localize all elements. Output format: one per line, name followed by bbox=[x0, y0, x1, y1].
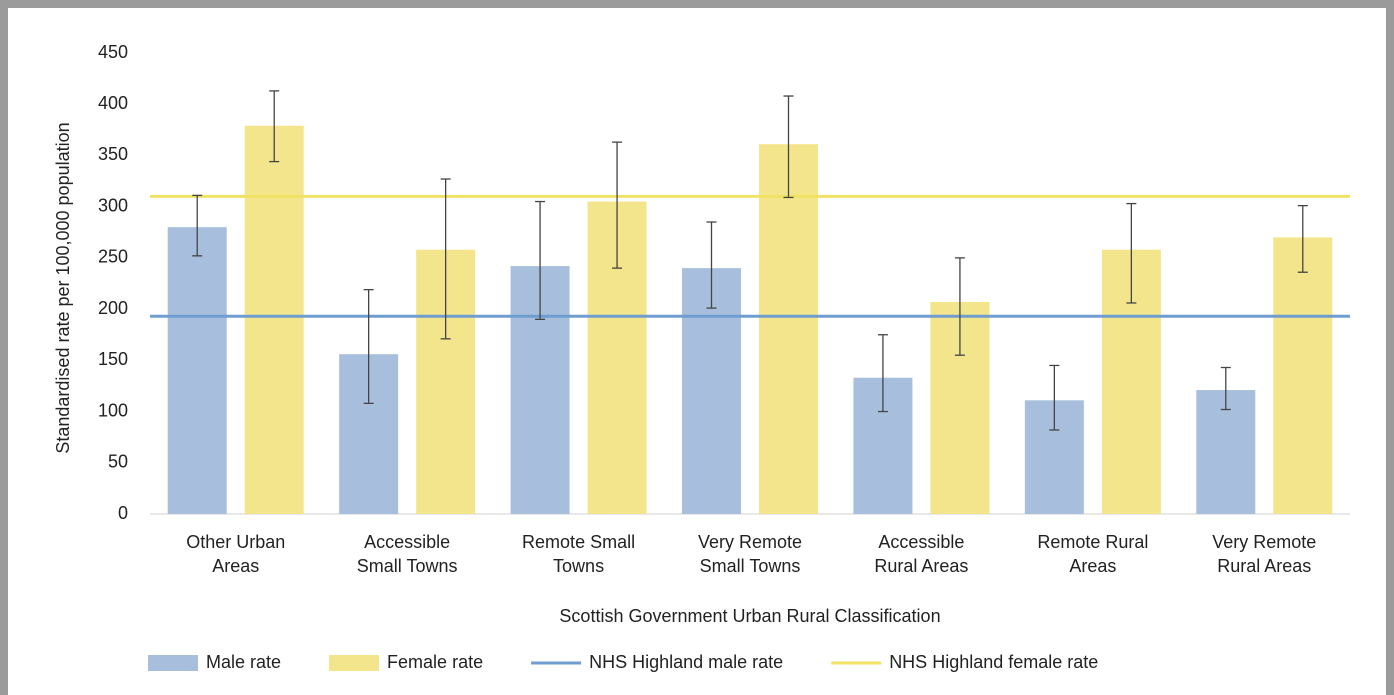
y-tick-label: 150 bbox=[98, 349, 128, 369]
x-tick-label: Very Remote bbox=[1212, 532, 1316, 552]
legend-swatch bbox=[329, 655, 380, 671]
y-tick-label: 450 bbox=[98, 42, 128, 62]
x-tick-label: Rural Areas bbox=[874, 556, 968, 576]
y-tick-label: 50 bbox=[108, 452, 128, 472]
x-tick-label: Areas bbox=[212, 556, 259, 576]
legend-label: NHS Highland male rate bbox=[589, 652, 783, 672]
x-tick-label: Small Towns bbox=[357, 556, 458, 576]
bar bbox=[167, 227, 227, 514]
legend-swatch bbox=[148, 655, 198, 671]
y-tick-label: 250 bbox=[98, 247, 128, 267]
bar bbox=[1273, 237, 1333, 514]
legend-label: NHS Highland female rate bbox=[889, 652, 1098, 672]
y-tick-label: 100 bbox=[98, 400, 128, 420]
x-tick-label: Towns bbox=[553, 556, 604, 576]
x-tick-label: Small Towns bbox=[700, 556, 801, 576]
y-tick-label: 200 bbox=[98, 298, 128, 318]
legend-label: Male rate bbox=[206, 652, 281, 672]
y-tick-label: 0 bbox=[118, 503, 128, 523]
bar bbox=[244, 125, 304, 514]
x-axis-label: Scottish Government Urban Rural Classifi… bbox=[559, 606, 940, 626]
x-tick-label: Accessible bbox=[364, 532, 450, 552]
bar bbox=[759, 144, 818, 515]
y-axis-label: Standardised rate per 100,000 population bbox=[53, 122, 73, 453]
bar bbox=[682, 268, 741, 514]
x-tick-label: Rural Areas bbox=[1217, 556, 1311, 576]
x-tick-label: Accessible bbox=[878, 532, 964, 552]
x-tick-label: Very Remote bbox=[698, 532, 802, 552]
y-tick-label: 300 bbox=[98, 195, 128, 215]
legend-label: Female rate bbox=[387, 652, 483, 672]
bar bbox=[1196, 390, 1256, 514]
x-tick-label: Other Urban bbox=[186, 532, 285, 552]
y-tick-label: 400 bbox=[98, 93, 128, 113]
y-tick-label: 350 bbox=[98, 144, 128, 164]
x-tick-label: Remote Small bbox=[522, 532, 635, 552]
x-tick-label: Areas bbox=[1069, 556, 1116, 576]
x-tick-label: Remote Rural bbox=[1037, 532, 1148, 552]
